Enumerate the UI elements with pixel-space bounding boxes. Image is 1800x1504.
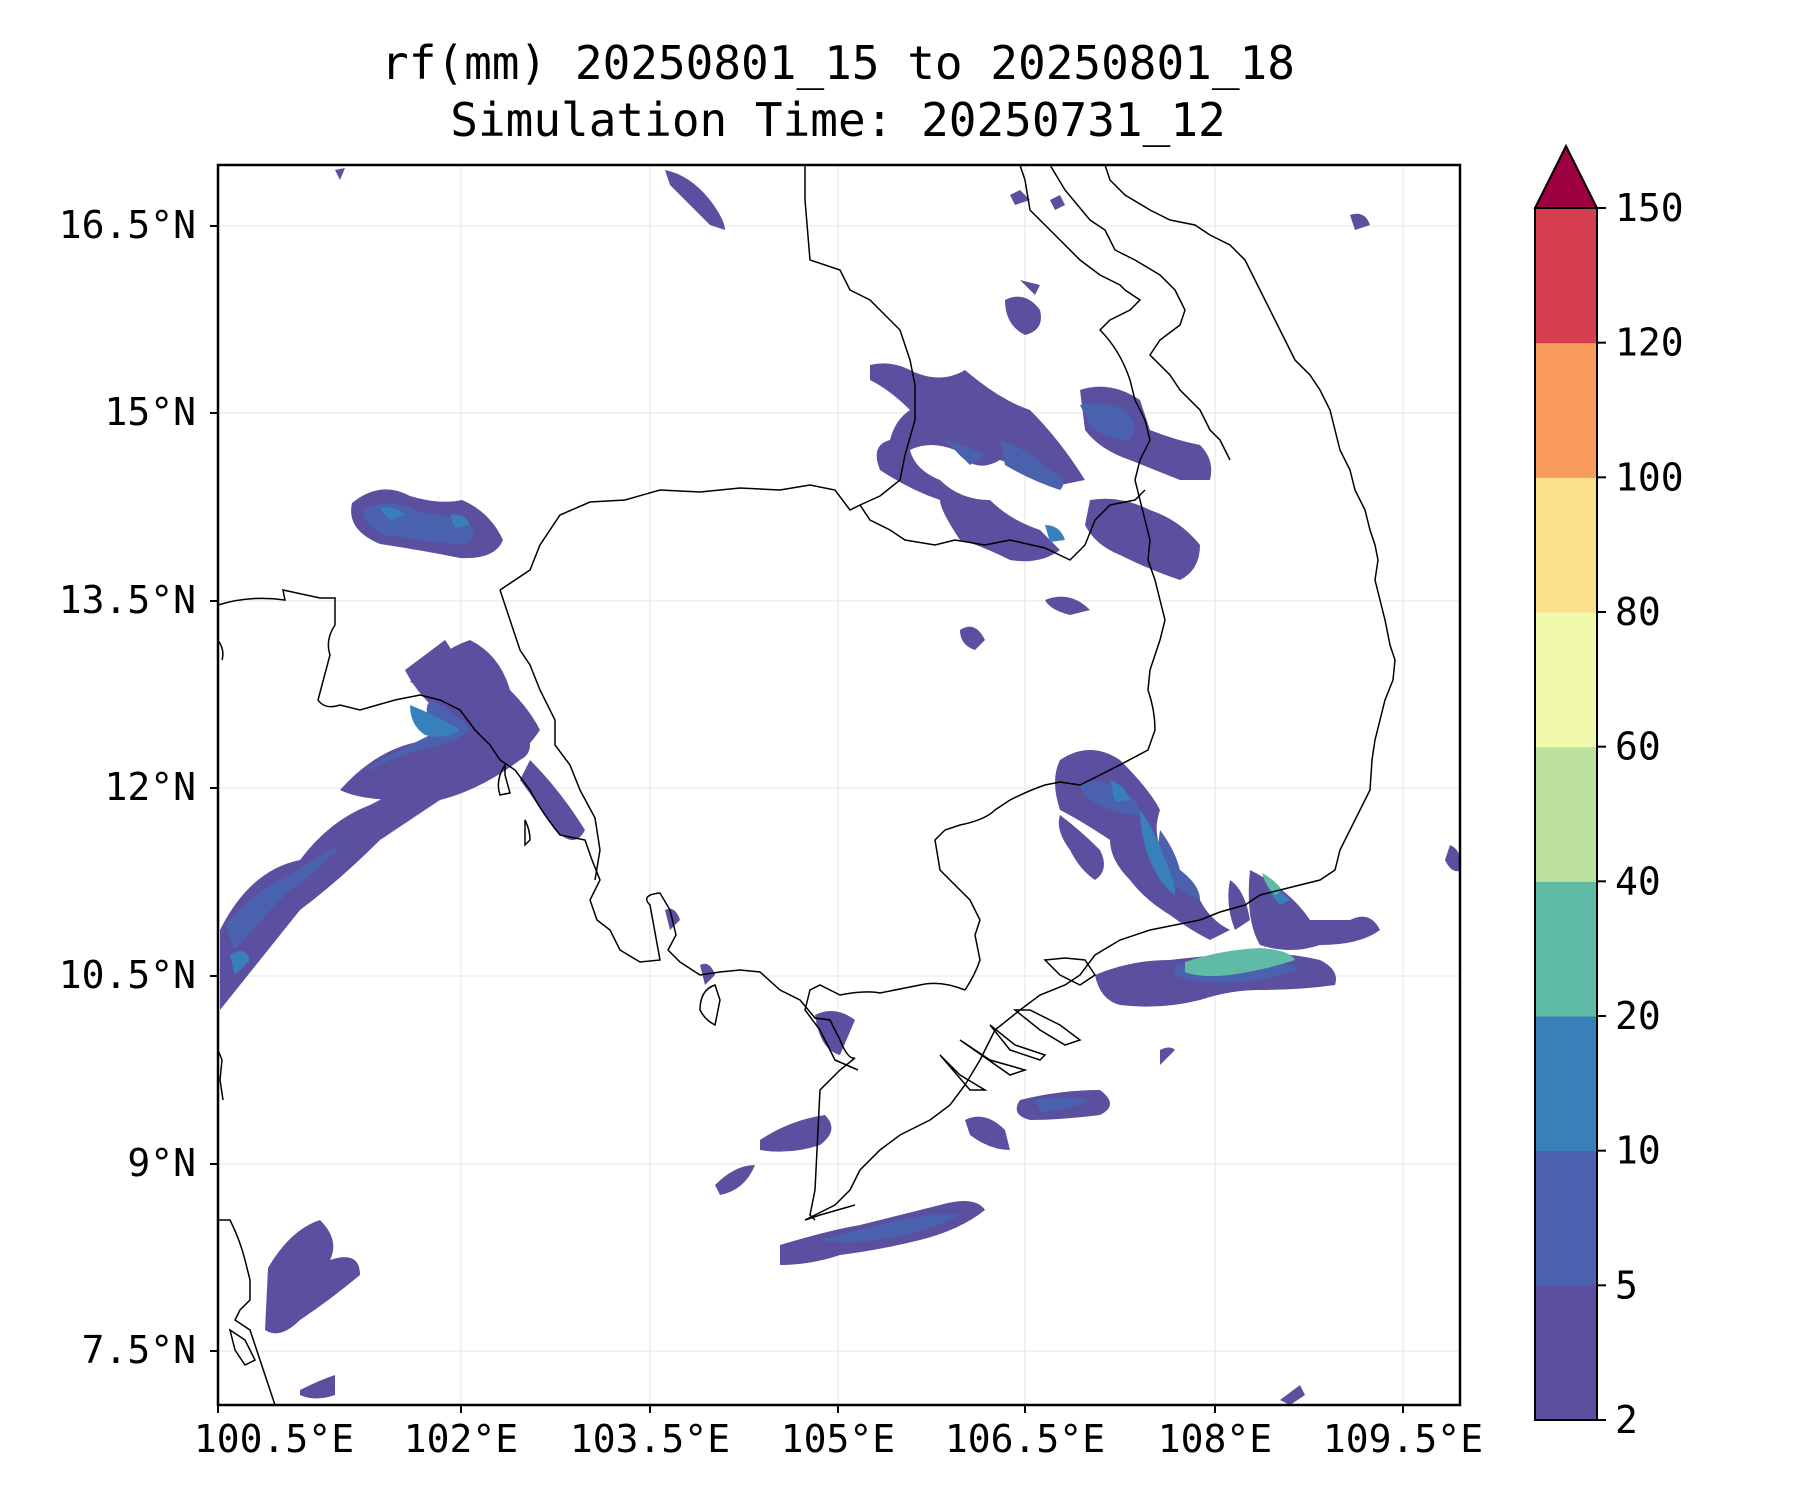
- colorbar-segment: [1535, 208, 1597, 344]
- colorbar-segment: [1535, 612, 1597, 748]
- x-tick-label: 100.5°E: [194, 1417, 354, 1461]
- colorbar-label: 5: [1615, 1263, 1638, 1307]
- y-tick-label: 12°N: [104, 765, 196, 809]
- colorbar-label: 20: [1615, 994, 1661, 1038]
- colorbar-label: 10: [1615, 1129, 1661, 1173]
- colorbar-label: 120: [1615, 321, 1684, 365]
- colorbar-extend-arrow: [1533, 143, 1599, 209]
- x-tick-label: 105°E: [781, 1417, 895, 1461]
- colorbar-label: 150: [1615, 186, 1684, 230]
- colorbar-segment: [1535, 1016, 1597, 1152]
- colorbar-label: 80: [1615, 590, 1661, 634]
- x-tick-label: 108°E: [1158, 1417, 1272, 1461]
- colorbar-label: 100: [1615, 455, 1684, 499]
- y-tick-label: 13.5°N: [59, 578, 196, 622]
- x-axis-labels: 100.5°E 102°E 103.5°E 105°E 106.5°E 108°…: [194, 1417, 1483, 1461]
- x-tick-label: 103.5°E: [570, 1417, 730, 1461]
- title-line-1: rf(mm) 20250801_15 to 20250801_18: [381, 36, 1295, 90]
- y-tick-label: 9°N: [127, 1141, 196, 1185]
- y-tick-label: 16.5°N: [59, 203, 196, 247]
- y-axis-ticks: [210, 225, 218, 1352]
- colorbar-label: 2: [1615, 1398, 1638, 1442]
- colorbar-segment: [1535, 881, 1597, 1017]
- map-body: [218, 165, 1460, 1405]
- colorbar-outline: [1534, 207, 1598, 1421]
- y-tick-label: 7.5°N: [82, 1328, 196, 1372]
- colorbar-segment: [1535, 1150, 1597, 1286]
- x-tick-label: 109.5°E: [1323, 1417, 1483, 1461]
- rainfall-band-20-40mm: [1185, 873, 1295, 976]
- x-tick-label: 106.5°E: [945, 1417, 1105, 1461]
- y-tick-label: 15°N: [104, 390, 196, 434]
- x-tick-label: 102°E: [404, 1417, 518, 1461]
- x-axis-ticks: [217, 1405, 1404, 1413]
- y-axis-labels: 16.5°N 15°N 13.5°N 12°N 10.5°N 9°N 7.5°N: [59, 203, 196, 1372]
- y-tick-label: 10.5°N: [59, 953, 196, 997]
- colorbar: 2 5 10 20 40 60 80 100 120 150: [1533, 143, 1684, 1442]
- colorbar-segment: [1535, 342, 1597, 478]
- colorbar-segment: [1535, 746, 1597, 882]
- colorbar-label: 40: [1615, 859, 1661, 903]
- colorbar-segment: [1535, 1285, 1597, 1421]
- colorbar-segment: [1535, 477, 1597, 613]
- title-line-2: Simulation Time: 20250731_12: [450, 93, 1225, 147]
- coastlines-borders: [218, 165, 1396, 1405]
- colorbar-label: 60: [1615, 725, 1661, 769]
